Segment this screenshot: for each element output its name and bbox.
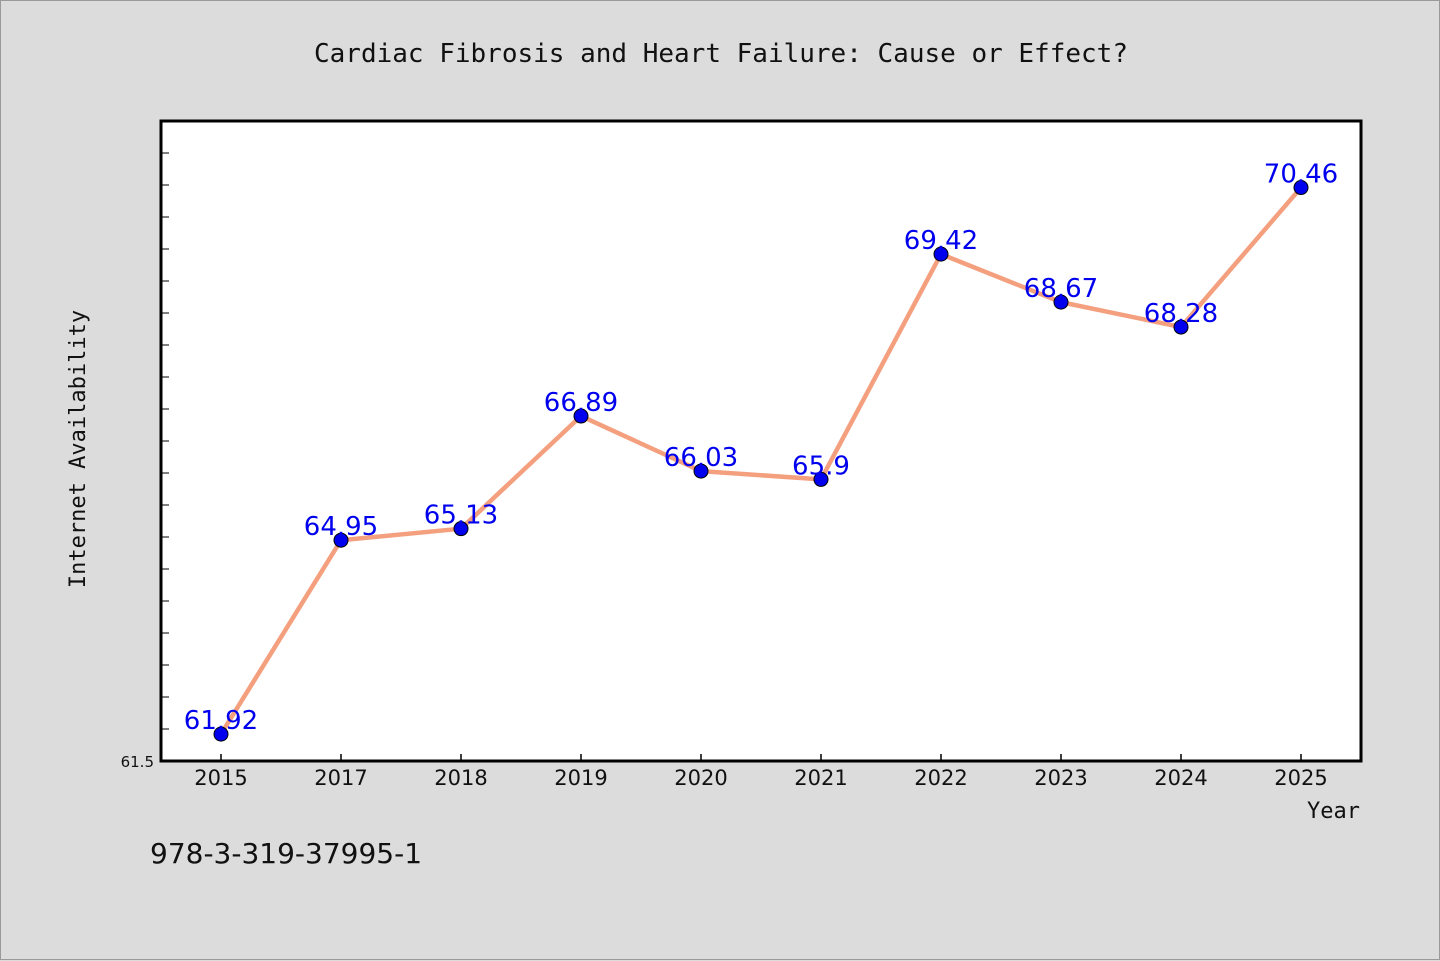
data-point: [573, 408, 589, 424]
x-axis-ticks: 2015 2017 2018 2019 2020 2021 2022 2023 2024 2025: [194, 754, 1328, 790]
data-point: [1053, 294, 1069, 310]
data-label: 69.42: [904, 226, 978, 256]
data-point: [453, 521, 469, 537]
data-point: [933, 246, 949, 262]
data-point: [213, 726, 229, 742]
data-label: 65.9: [792, 451, 850, 481]
data-label: 65.13: [424, 501, 498, 531]
series-markers: [213, 180, 1309, 742]
footer-text: 978-3-319-37995-1: [150, 837, 422, 870]
data-label: 68.28: [1144, 299, 1218, 329]
data-label: 66.89: [544, 388, 618, 418]
y-axis-label: Internet Availability: [66, 310, 91, 588]
series-line: [218, 185, 1304, 737]
y-axis-min-label: 61.5: [121, 753, 154, 771]
x-tick-label: 2017: [314, 766, 367, 790]
data-label: 70.46: [1264, 160, 1338, 190]
data-point: [1293, 180, 1309, 196]
data-label: 61.92: [184, 706, 258, 736]
x-tick-label: 2020: [674, 766, 727, 790]
data-labels: 61.92 64.95 65.13 66.89 66.03 65.9 69.42 68.67 6…: [184, 160, 1338, 737]
x-tick-label: 2021: [794, 766, 847, 790]
data-point: [693, 463, 709, 479]
chart-title: Cardiac Fibrosis and Heart Failure: Caus…: [314, 39, 1128, 69]
x-tick-label: 2019: [554, 766, 607, 790]
x-axis-label: Year: [1307, 799, 1360, 824]
x-tick-label: 2015: [194, 766, 247, 790]
plot-frame: [159, 119, 1363, 763]
data-point: [813, 471, 829, 487]
plot-area: [161, 121, 1361, 761]
x-tick-label: 2024: [1154, 766, 1207, 790]
data-label: 66.03: [664, 443, 738, 473]
x-tick-label: 2023: [1034, 766, 1087, 790]
data-label: 64.95: [304, 512, 378, 542]
x-tick-label: 2018: [434, 766, 487, 790]
data-point: [333, 532, 349, 548]
data-label: 68.67: [1024, 274, 1098, 304]
x-tick-label: 2022: [914, 766, 967, 790]
x-tick-label: 2025: [1274, 766, 1327, 790]
data-point: [1173, 319, 1189, 335]
